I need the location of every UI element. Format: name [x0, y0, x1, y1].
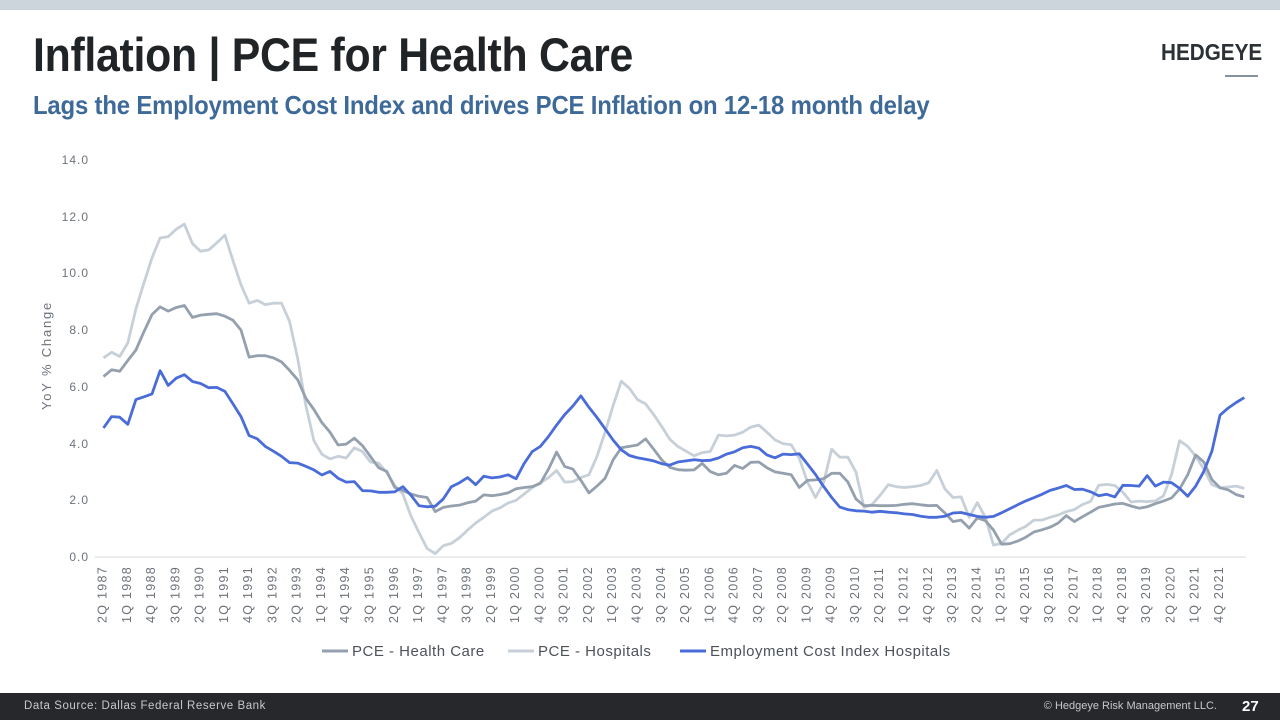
svg-text:3Q 2019: 3Q 2019 [1139, 566, 1153, 623]
svg-text:2Q 1990: 2Q 1990 [193, 566, 207, 623]
svg-text:1Q 2009: 1Q 2009 [799, 566, 813, 623]
svg-text:4Q 2009: 4Q 2009 [824, 566, 838, 623]
svg-text:1Q 1991: 1Q 1991 [217, 566, 231, 623]
svg-text:3Q 1998: 3Q 1998 [460, 566, 474, 623]
svg-text:PCE - Hospitals: PCE - Hospitals [538, 643, 651, 660]
svg-text:4Q 2003: 4Q 2003 [630, 566, 644, 623]
svg-text:14.0: 14.0 [62, 153, 89, 167]
svg-text:Employment Cost Index Hospital: Employment Cost Index Hospitals [710, 643, 951, 660]
svg-text:4Q 1988: 4Q 1988 [144, 566, 158, 623]
svg-text:1Q 2021: 1Q 2021 [1188, 566, 1202, 623]
svg-text:4Q 2015: 4Q 2015 [1018, 566, 1032, 623]
svg-text:2Q 1993: 2Q 1993 [290, 566, 304, 623]
svg-text:8.0: 8.0 [69, 323, 89, 337]
svg-text:3Q 2016: 3Q 2016 [1042, 566, 1056, 623]
svg-text:2Q 1996: 2Q 1996 [387, 566, 401, 623]
svg-text:2Q 2008: 2Q 2008 [775, 566, 789, 623]
svg-text:3Q 2007: 3Q 2007 [751, 566, 765, 623]
svg-text:1Q 1988: 1Q 1988 [120, 566, 134, 623]
svg-text:3Q 1989: 3Q 1989 [168, 566, 182, 623]
svg-text:2Q 2011: 2Q 2011 [872, 567, 886, 623]
svg-text:3Q 1995: 3Q 1995 [363, 566, 377, 623]
svg-text:10.0: 10.0 [62, 266, 89, 280]
svg-text:4Q 2000: 4Q 2000 [532, 566, 546, 623]
svg-text:6.0: 6.0 [69, 380, 89, 394]
svg-text:1Q 1994: 1Q 1994 [314, 566, 328, 623]
svg-text:1Q 2003: 1Q 2003 [605, 566, 619, 623]
svg-text:3Q 2010: 3Q 2010 [848, 566, 862, 623]
svg-text:4.0: 4.0 [69, 437, 89, 451]
svg-text:4Q 2018: 4Q 2018 [1115, 566, 1129, 623]
svg-text:2Q 1999: 2Q 1999 [484, 566, 498, 623]
svg-text:2Q 2014: 2Q 2014 [969, 566, 983, 623]
svg-text:2Q 2017: 2Q 2017 [1066, 566, 1080, 623]
svg-text:4Q 2006: 4Q 2006 [727, 566, 741, 623]
svg-text:2Q 2020: 2Q 2020 [1164, 566, 1178, 623]
svg-text:YoY % Change: YoY % Change [39, 301, 54, 410]
svg-text:PCE - Health Care: PCE - Health Care [352, 643, 485, 660]
svg-text:2.0: 2.0 [69, 493, 89, 507]
svg-text:3Q 2013: 3Q 2013 [945, 566, 959, 623]
svg-text:1Q 1997: 1Q 1997 [411, 566, 425, 623]
svg-text:12.0: 12.0 [62, 210, 89, 224]
svg-text:3Q 1992: 3Q 1992 [265, 566, 279, 623]
svg-text:4Q 1991: 4Q 1991 [241, 566, 255, 623]
svg-text:4Q 2012: 4Q 2012 [921, 566, 935, 623]
svg-text:1Q 2000: 1Q 2000 [508, 566, 522, 623]
svg-text:2Q 2002: 2Q 2002 [581, 566, 595, 623]
svg-text:1Q 2015: 1Q 2015 [994, 566, 1008, 623]
svg-text:3Q 2004: 3Q 2004 [654, 566, 668, 623]
svg-text:2Q 1987: 2Q 1987 [96, 566, 110, 623]
svg-text:0.0: 0.0 [69, 550, 89, 564]
svg-text:3Q 2001: 3Q 2001 [557, 566, 571, 623]
svg-text:2Q 2005: 2Q 2005 [678, 566, 692, 623]
svg-text:4Q 2021: 4Q 2021 [1212, 566, 1226, 623]
svg-text:4Q 1997: 4Q 1997 [435, 566, 449, 623]
svg-text:1Q 2006: 1Q 2006 [702, 566, 716, 623]
svg-text:1Q 2012: 1Q 2012 [897, 566, 911, 623]
svg-text:4Q 1994: 4Q 1994 [338, 566, 352, 623]
svg-text:1Q 2018: 1Q 2018 [1091, 566, 1105, 623]
